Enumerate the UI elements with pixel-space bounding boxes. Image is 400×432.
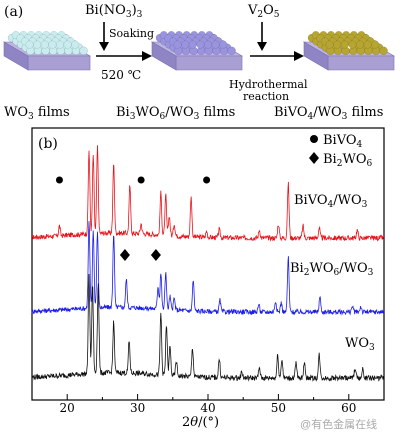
film-sphere [188, 40, 197, 49]
film-sphere [25, 40, 34, 49]
panel-a-label: (a) [4, 4, 23, 20]
film-sphere [196, 40, 205, 49]
film-sphere [211, 40, 220, 49]
step1-condition-label: 520 ℃ [101, 68, 141, 82]
x-tick-label: 30 [130, 401, 145, 415]
series-label-wo3: WO3 [345, 336, 375, 353]
legend: BiVO4 Bi2WO6 [309, 133, 372, 169]
film-block-bivo4 [302, 31, 396, 71]
film2-label: Bi3WO6/WO3 films [116, 105, 235, 122]
legend-circle-marker [310, 135, 318, 143]
legend-bi2wo6-label: Bi2WO6 [323, 152, 372, 169]
bivo4-spheres [307, 31, 388, 55]
film-sphere [79, 46, 88, 55]
x-tick-label: 40 [200, 401, 215, 415]
film-sphere [379, 46, 388, 55]
bi3wo6-spheres [155, 31, 236, 55]
series-label-bi2wo6-wo3: Bi2WO6/WO3 [290, 261, 374, 278]
peak-markers [55, 176, 211, 261]
legend-bivo4-label: BiVO4 [323, 133, 363, 150]
x-tick-label: 50 [271, 401, 286, 415]
film-sphere [363, 40, 372, 49]
step1-process-label: Soaking [109, 27, 154, 40]
step2-process-line1: Hydrothermal [229, 78, 308, 91]
series-line-bi2wo6-wo3 [31, 221, 385, 316]
step2-reagent-label: V2O5 [247, 3, 280, 20]
legend-diamond-marker [309, 152, 319, 164]
film-sphere [181, 40, 190, 49]
panel-a: (a) WO3 films Bi(NO3)3 Soaking 520 ℃ Bi3… [2, 3, 396, 122]
film-sphere [56, 40, 65, 49]
film-sphere [371, 40, 380, 49]
x-axis-label: 2θ/(°) [182, 415, 219, 430]
watermark: @有色金属在线 [300, 417, 377, 431]
bivo4-peak-marker [203, 176, 211, 184]
film1-label: WO3 films [4, 105, 70, 122]
bivo4-peak-marker [55, 176, 63, 184]
film-block-bi3wo6 [150, 31, 244, 71]
series-layer [31, 145, 385, 382]
bi2wo6-peak-marker [150, 249, 161, 261]
film-sphere [203, 40, 212, 49]
film-sphere [340, 40, 349, 49]
film-sphere [219, 40, 228, 49]
film-sphere [40, 40, 49, 49]
x-tick-label: 60 [341, 401, 356, 415]
step2-process-line2: reaction [243, 90, 289, 103]
film-block-wo3 [2, 31, 92, 71]
panel-b-label: (b) [38, 136, 58, 152]
step1-reagent-label: Bi(NO3)3 [85, 3, 143, 20]
series-line-wo3 [31, 273, 384, 382]
x-tick-label: 20 [60, 401, 75, 415]
film-sphere [173, 40, 182, 49]
film-sphere [333, 40, 342, 49]
series-label-bivo4-wo3: BiVO4/WO3 [294, 193, 368, 210]
film-sphere [356, 40, 365, 49]
series-line-bivo4-wo3 [31, 145, 385, 242]
wo3-spheres [7, 31, 88, 55]
process-arrow-2: V2O5 Hydrothermal reaction [229, 3, 308, 103]
film-sphere [227, 46, 236, 55]
x-axis: 20 30 40 50 60 [31, 394, 385, 415]
film-sphere [325, 40, 334, 49]
film-sphere [33, 40, 42, 49]
film-sphere [348, 40, 357, 49]
bi2wo6-peak-marker [119, 249, 130, 261]
bivo4-peak-marker [137, 176, 145, 184]
film-sphere [63, 40, 72, 49]
film-sphere [71, 40, 80, 49]
process-arrow-1: Bi(NO3)3 Soaking 520 ℃ [85, 3, 154, 82]
panel-b: (b) BiVO4 Bi2WO6 BiVO4/WO3 Bi2WO6/WO3 WO… [31, 127, 385, 431]
film3-label: BiVO4/WO3 films [274, 105, 383, 122]
film-sphere [48, 40, 57, 49]
